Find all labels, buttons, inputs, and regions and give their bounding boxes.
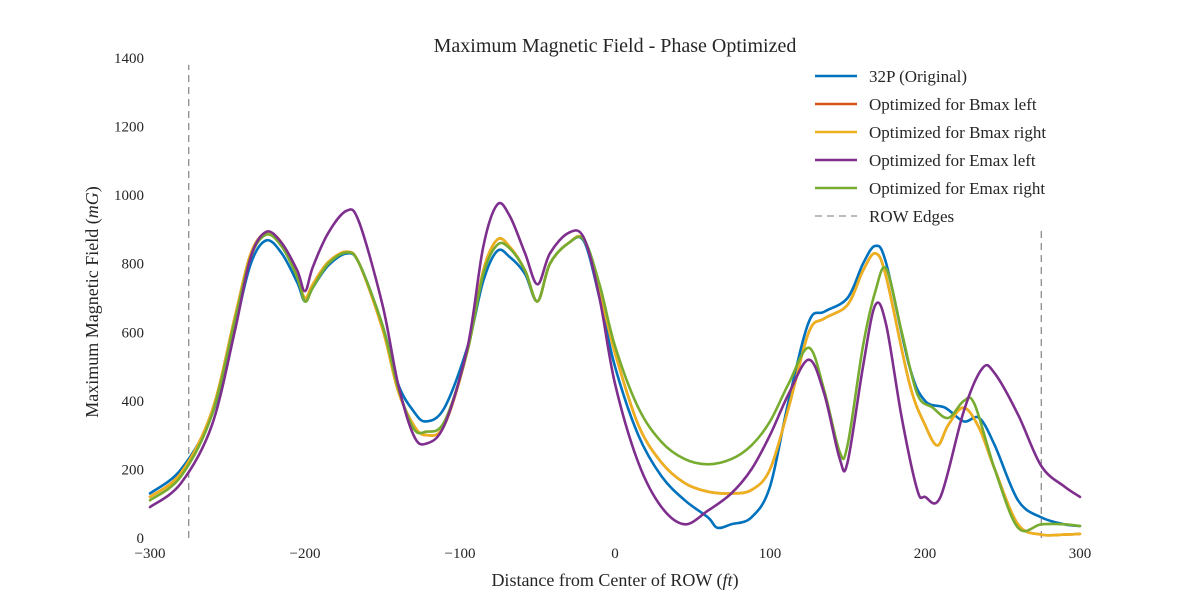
- x-axis-unit: ft: [723, 570, 734, 590]
- y-tick-label: 200: [122, 462, 145, 478]
- x-tick-label: 300: [1069, 546, 1092, 562]
- y-tick-label: 1200: [114, 120, 144, 136]
- y-axis-label: Maximum Magnetic Field (mG): [82, 186, 103, 417]
- x-tick-label: 0: [611, 546, 619, 562]
- y-tick-label: 800: [122, 257, 145, 273]
- y-tick-label: 600: [122, 325, 145, 341]
- legend-label: Optimized for Emax left: [869, 151, 1036, 170]
- x-tick-label: −200: [290, 546, 321, 562]
- y-tick-label: 1400: [114, 51, 144, 67]
- legend-label-row-edges: ROW Edges: [869, 207, 954, 226]
- x-tick-label: 200: [914, 546, 937, 562]
- y-tick-label: 400: [122, 394, 145, 410]
- x-axis-ticks: −300 −200 −100 0 100 200 300: [135, 546, 1092, 562]
- legend-label: Optimized for Emax right: [869, 179, 1045, 198]
- chart-title: Maximum Magnetic Field - Phase Optimized: [434, 35, 797, 57]
- x-tick-label: −300: [135, 546, 166, 562]
- x-axis-label: Distance from Center of ROW (ft): [491, 570, 738, 591]
- series-line-5: [148, 233, 1082, 533]
- y-axis-ticks: 0 200 400 600 800 1000 1200 1400: [114, 51, 144, 547]
- x-tick-label: 100: [759, 546, 782, 562]
- y-axis-unit: mG: [82, 192, 102, 218]
- series-line-4: [148, 201, 1082, 526]
- y-tick-label: 1000: [114, 188, 144, 204]
- legend-label: 32P (Original): [869, 67, 967, 86]
- legend-label: Optimized for Bmax right: [869, 123, 1046, 142]
- x-tick-label: −100: [445, 546, 476, 562]
- series-lines: [148, 201, 1082, 537]
- legend-label: Optimized for Bmax left: [869, 95, 1037, 114]
- legend: 32P (Original) Optimized for Bmax left Opt…: [815, 67, 1046, 226]
- y-tick-label: 0: [137, 531, 145, 547]
